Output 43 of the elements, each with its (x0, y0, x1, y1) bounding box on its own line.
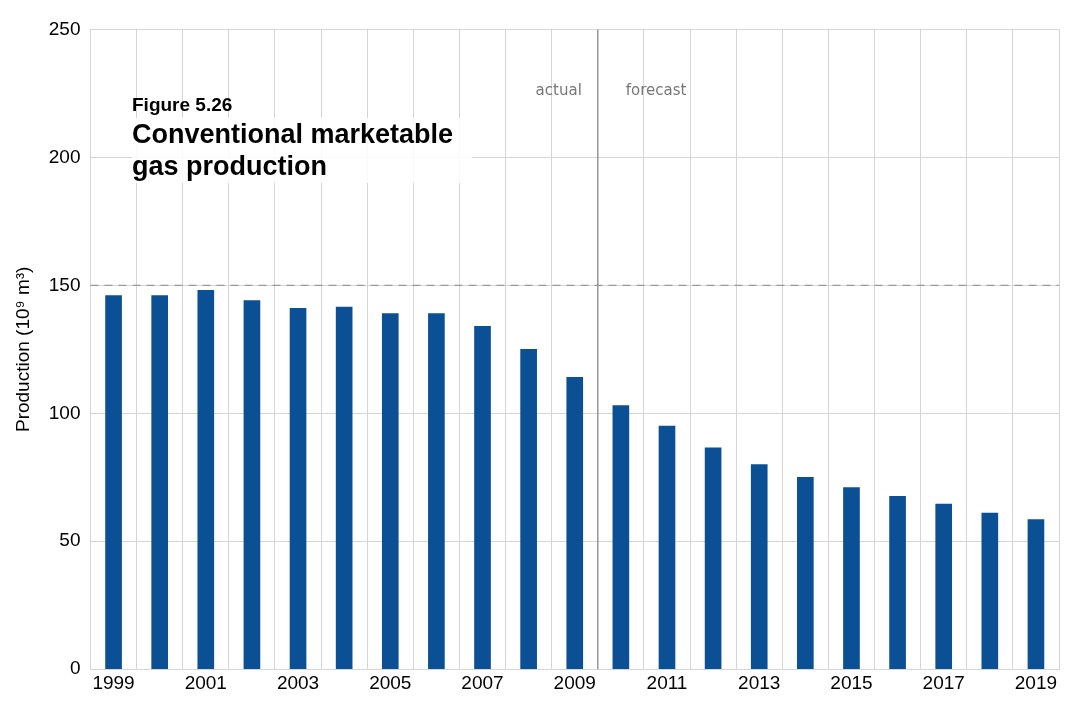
y-tick-label: 150 (48, 273, 81, 295)
bar (105, 295, 122, 670)
bar (843, 487, 860, 670)
x-tick-label: 2011 (646, 671, 688, 693)
bar (428, 313, 445, 670)
y-axis-title: Production (10⁹ m³) (11, 266, 33, 433)
bar (981, 512, 999, 670)
bar (935, 503, 953, 670)
y-tick-label: 0 (69, 657, 81, 679)
y-tick-label: 200 (48, 145, 81, 167)
x-tick-label: 2017 (922, 671, 965, 693)
bar (197, 290, 215, 670)
annotation: actual (535, 81, 582, 100)
text: Figure 5.26 (132, 94, 234, 116)
bar (474, 325, 491, 670)
x-tick-label: 2009 (553, 671, 596, 693)
x-tick-label: 1999 (92, 671, 135, 693)
bar (658, 425, 676, 670)
y-tick-label: 250 (48, 17, 81, 39)
bar (151, 295, 169, 670)
x-tick-label: 2015 (830, 671, 873, 693)
bar (289, 308, 307, 670)
annotation: forecast (625, 81, 687, 100)
bar (704, 447, 722, 670)
x-tick-label: 2001 (184, 671, 227, 693)
x-tick-label: 2003 (276, 671, 320, 693)
x-tick-label: 2005 (369, 671, 412, 693)
text: Conventional marketable gas production (132, 118, 472, 183)
bar (612, 405, 630, 670)
bar (243, 300, 261, 670)
bar (1027, 519, 1045, 670)
bar (381, 313, 399, 670)
bar (889, 496, 906, 670)
y-tick-label: 100 (48, 401, 81, 423)
bar (750, 464, 768, 670)
y-tick-label: 50 (59, 529, 81, 551)
x-tick-label: 2019 (1014, 671, 1058, 693)
x-tick-label: 2007 (461, 671, 504, 693)
bar (566, 377, 584, 670)
bar (335, 306, 353, 670)
bar (797, 476, 814, 670)
bar (520, 348, 537, 670)
x-tick-label: 2013 (738, 671, 781, 693)
